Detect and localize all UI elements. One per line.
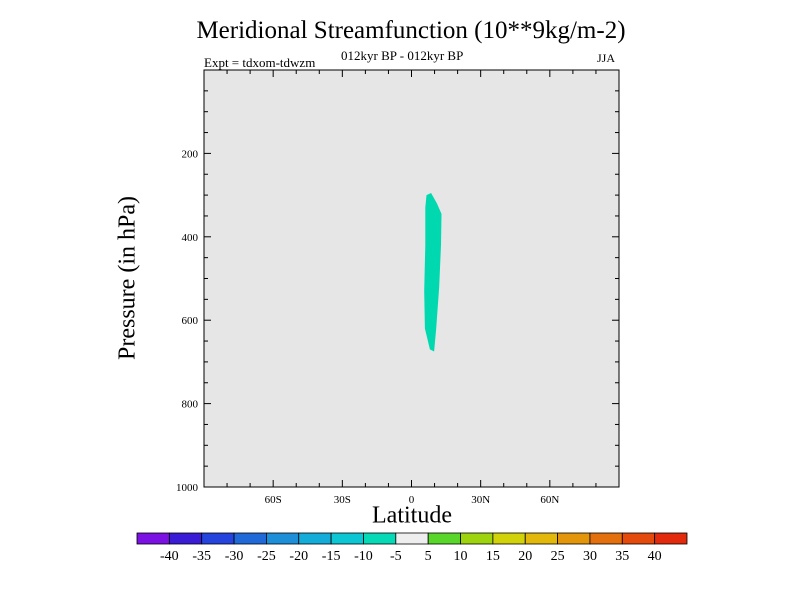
colorbar-swatch [298, 532, 332, 545]
period-label: 012kyr BP - 012kyr BP [341, 48, 464, 63]
x-axis-label: Latitude [372, 502, 452, 529]
streamfunction-region [424, 193, 442, 352]
colorbar-swatch [524, 532, 558, 545]
experiment-label: Expt = tdxom-tdwzm [204, 55, 316, 70]
colorbar-label: 40 [648, 549, 662, 564]
colorbar-label: -5 [390, 549, 402, 564]
colorbar-label: -35 [192, 549, 211, 564]
x-tick-label: 60S [265, 494, 282, 506]
colorbar-label: -30 [225, 549, 244, 564]
colorbar-label: 5 [425, 549, 432, 564]
chart-title: Meridional Streamfunction (10**9kg/m-2) [196, 17, 626, 44]
plot-area [204, 70, 619, 487]
colorbar-swatch [621, 532, 656, 545]
axis-ticks: 60S 30S 0 30N 60N 200 400 600 800 1000 [176, 70, 619, 506]
x-tick-label: 30N [471, 494, 490, 506]
colorbar: -40 -35 -30 -25 -20 -15 -10 -5 5 10 15 20 25 30 35 40 [136, 532, 688, 564]
colorbar-swatch [136, 532, 170, 545]
colorbar-label: -40 [160, 549, 179, 564]
colorbar-label: 35 [615, 549, 629, 564]
colorbar-swatch [395, 532, 429, 545]
colorbar-label: 25 [551, 549, 565, 564]
season-label: JJA [597, 51, 616, 65]
x-tick-label: 0 [409, 494, 415, 506]
colorbar-swatch [460, 532, 494, 545]
colorbar-label: -20 [289, 549, 308, 564]
colorbar-label: 15 [486, 549, 500, 564]
y-tick-label: 200 [182, 148, 199, 160]
colorbar-swatch [266, 532, 300, 545]
filled-regions [424, 193, 442, 352]
colorbar-label: -15 [322, 549, 341, 564]
colorbar-label: 10 [454, 549, 468, 564]
x-tick-label: 30S [334, 494, 351, 506]
colorbar-swatch [168, 532, 203, 545]
y-tick-label: 1000 [176, 482, 199, 494]
colorbar-label: -10 [354, 549, 373, 564]
colorbar-swatch [330, 532, 364, 545]
colorbar-swatch [233, 532, 267, 545]
colorbar-swatch [492, 532, 526, 545]
colorbar-swatch [557, 532, 591, 545]
colorbar-swatch [427, 532, 461, 545]
colorbar-swatch [363, 532, 397, 545]
x-tick-label: 60N [540, 494, 559, 506]
y-tick-label: 400 [182, 232, 199, 244]
y-tick-label: 600 [182, 315, 199, 327]
colorbar-swatch [201, 532, 235, 545]
colorbar-swatch [654, 532, 688, 545]
colorbar-label: 30 [583, 549, 597, 564]
colorbar-swatch [589, 532, 623, 545]
y-tick-label: 800 [182, 399, 199, 411]
colorbar-label: 20 [518, 549, 532, 564]
colorbar-label: -25 [257, 549, 276, 564]
